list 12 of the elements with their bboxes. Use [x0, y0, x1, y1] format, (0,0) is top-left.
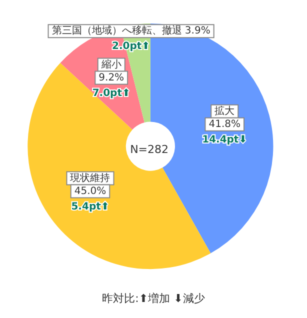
text: 14.4pt⬇: [202, 134, 248, 146]
text: 5.4pt⬆: [71, 201, 110, 212]
text: N=282: [130, 143, 169, 156]
text: 昨対比:⬆増加 ⬇減少: [102, 292, 205, 305]
data-label: 41.8%: [208, 118, 240, 130]
slice-label: 縮小: [100, 58, 122, 70]
data-label: 9.2%: [98, 72, 124, 84]
text: 7.0pt⬆: [92, 88, 130, 99]
data-label: 45.0%: [74, 186, 106, 197]
slice-label: 拡大: [214, 104, 235, 117]
slice-label: 第三国（地域）へ移転、撤退 3.9%: [52, 24, 210, 37]
slice-label: 現状維持: [70, 172, 110, 184]
